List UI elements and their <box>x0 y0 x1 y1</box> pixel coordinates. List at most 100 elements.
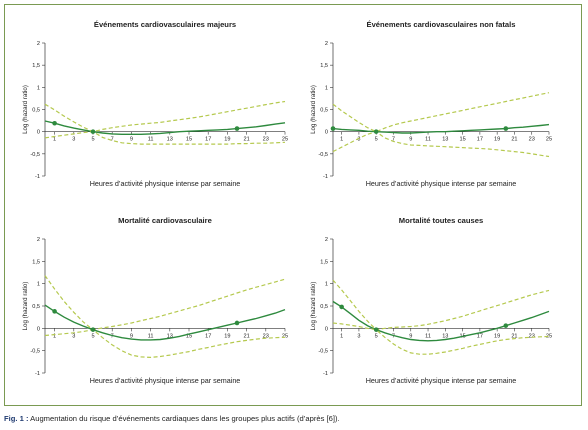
x-tick-label: 15 <box>186 333 192 339</box>
series-upper-line <box>332 279 550 331</box>
x-tick-label: 15 <box>459 137 465 143</box>
series-lower-line <box>332 131 550 158</box>
x-tick-label: 19 <box>224 137 230 143</box>
x-tick-label: 1 <box>340 333 343 339</box>
x-tick-label: 23 <box>263 333 269 339</box>
x-tick-label: 5 <box>91 333 94 339</box>
chart-panel-2: Événements cardiovasculaires non fatals 2… <box>310 20 552 188</box>
chart-title: Mortalité toutes causes <box>399 216 483 225</box>
caption-label: Fig. 1 : <box>4 414 29 423</box>
y-tick-label: 2 <box>37 237 40 243</box>
y-tick-label: 1,5 <box>32 63 40 69</box>
data-point-marker <box>330 126 336 131</box>
y-tick-label: 2 <box>325 41 328 47</box>
data-point-marker <box>52 120 57 126</box>
y-tick-label: 1 <box>325 282 328 288</box>
x-tick-label: 3 <box>72 333 75 339</box>
series-lower-line <box>44 131 286 145</box>
x-tick-label: 9 <box>409 333 412 339</box>
y-tick-label: -1 <box>35 371 40 377</box>
x-tick-label: 1 <box>340 137 343 143</box>
x-tick-label: 19 <box>494 137 500 143</box>
x-tick-label: 23 <box>263 137 269 143</box>
y-tick-label: 1 <box>37 282 40 288</box>
y-axis-label: Log (hazard ratio) <box>310 282 317 331</box>
data-point-marker <box>503 323 509 328</box>
x-tick-label: 9 <box>130 333 133 339</box>
x-tick-label: 21 <box>511 137 517 143</box>
x-tick-label: 7 <box>392 137 395 143</box>
data-point-marker <box>339 304 344 310</box>
series-upper-line <box>332 92 550 133</box>
figure-frame: Événements cardiovasculaires majeurs 2 1,5… <box>4 4 582 406</box>
series-upper-line <box>44 275 286 331</box>
x-tick-label: 11 <box>425 137 431 143</box>
y-tick-label: 0,5 <box>32 108 40 114</box>
y-tick-label: 0 <box>37 130 40 136</box>
series-upper-line <box>44 100 286 133</box>
data-point-marker <box>373 129 379 134</box>
series-estimate-line <box>44 120 286 136</box>
x-tick-label: 19 <box>494 333 500 339</box>
y-tick-label: -0,5 <box>30 152 40 158</box>
x-tick-label: 7 <box>392 333 395 339</box>
y-tick-label: 0 <box>325 326 328 332</box>
y-tick-label: -1 <box>35 174 40 180</box>
y-tick-label: 0,5 <box>320 108 328 114</box>
data-point-marker <box>373 327 379 332</box>
data-point-marker <box>90 327 96 332</box>
x-tick-label: 25 <box>282 333 288 339</box>
y-axis-label: Log (hazard ratio) <box>22 85 29 134</box>
figure-caption: Fig. 1 : Augmentation du risque d’événem… <box>4 411 584 427</box>
data-point-marker <box>234 320 240 326</box>
chart-title: Événements cardiovasculaires non fatals <box>367 20 516 29</box>
y-tick-label: 1,5 <box>320 259 328 265</box>
y-tick-label: -0,5 <box>30 349 40 355</box>
x-tick-label: 9 <box>130 137 133 143</box>
x-tick-label: 13 <box>442 137 448 143</box>
x-tick-label: 23 <box>529 333 535 339</box>
x-tick-label: 5 <box>91 137 94 143</box>
chart-panel-1: Événements cardiovasculaires majeurs 2 1,5… <box>22 20 288 188</box>
y-tick-label: -0,5 <box>318 349 328 355</box>
x-tick-label: 5 <box>375 333 378 339</box>
y-tick-label: 0,5 <box>32 304 40 310</box>
series-estimate-line <box>44 304 286 341</box>
y-tick-label: -0,5 <box>318 152 328 158</box>
x-tick-label: 3 <box>357 137 360 143</box>
x-axis-label: Heures d’activité physique intense par s… <box>90 179 241 188</box>
x-tick-label: 3 <box>357 333 360 339</box>
x-tick-label: 3 <box>72 137 75 143</box>
x-tick-label: 5 <box>375 137 378 143</box>
series-estimate-line <box>332 123 550 134</box>
y-tick-label: 1,5 <box>32 259 40 265</box>
series-lower-line <box>332 322 550 355</box>
x-tick-label: 13 <box>442 333 448 339</box>
y-tick-label: -1 <box>323 174 328 180</box>
data-point-marker <box>52 309 57 314</box>
x-tick-label: 7 <box>111 333 114 339</box>
x-tick-label: 25 <box>546 333 552 339</box>
x-tick-label: 17 <box>205 137 211 143</box>
series-lower-line <box>44 329 286 359</box>
x-tick-label: 21 <box>243 137 249 143</box>
x-axis-label: Heures d’activité physique intense par s… <box>366 376 517 385</box>
x-tick-label: 13 <box>167 137 173 143</box>
x-tick-label: 13 <box>167 333 173 339</box>
x-axis-label: Heures d’activité physique intense par s… <box>366 179 517 188</box>
series-estimate-line <box>332 300 550 342</box>
x-tick-label: 21 <box>511 333 517 339</box>
x-tick-label: 11 <box>425 333 431 339</box>
y-tick-label: 2 <box>325 237 328 243</box>
x-tick-label: 1 <box>53 333 56 339</box>
x-tick-label: 7 <box>111 137 114 143</box>
x-tick-label: 9 <box>409 137 412 143</box>
chart-title: Événements cardiovasculaires majeurs <box>94 20 236 29</box>
x-tick-label: 11 <box>148 333 154 339</box>
chart-panel-3: Mortalité cardiovasculaire 2 1,5 1 0,5 0 -0,5 -… <box>22 216 288 385</box>
x-tick-label: 17 <box>205 333 211 339</box>
data-point-marker <box>234 126 240 131</box>
caption-text: Augmentation du risque d’événements card… <box>30 414 340 423</box>
x-tick-label: 11 <box>148 137 154 143</box>
x-tick-label: 1 <box>53 137 56 143</box>
